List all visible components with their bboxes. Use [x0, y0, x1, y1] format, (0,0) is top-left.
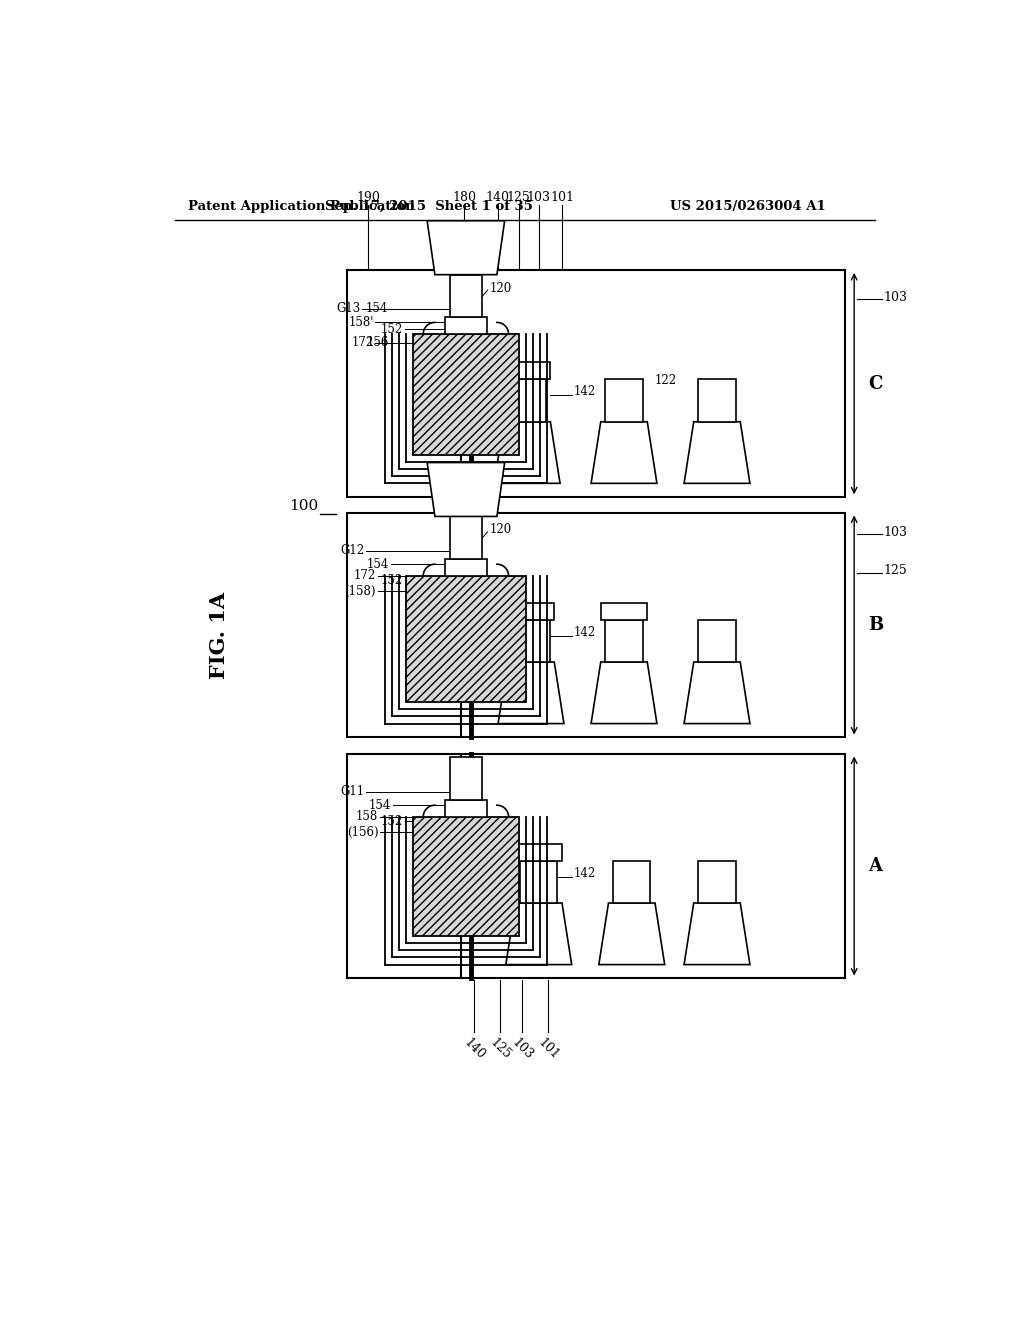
Text: 142: 142 — [573, 867, 596, 880]
Text: Sep. 17, 2015  Sheet 1 of 35: Sep. 17, 2015 Sheet 1 of 35 — [325, 199, 532, 213]
Text: 101: 101 — [535, 1035, 561, 1061]
Bar — [601, 603, 647, 619]
Bar — [444, 558, 487, 576]
Bar — [515, 843, 562, 861]
Text: (156): (156) — [347, 826, 378, 838]
Text: 100: 100 — [290, 499, 318, 512]
Text: G13: G13 — [336, 302, 360, 315]
Bar — [444, 800, 487, 817]
Bar — [509, 379, 546, 422]
Text: 152: 152 — [381, 322, 403, 335]
Text: C: C — [868, 375, 883, 392]
Text: 103: 103 — [509, 1035, 536, 1061]
Polygon shape — [427, 220, 505, 275]
Text: 190: 190 — [356, 191, 380, 203]
Polygon shape — [684, 663, 750, 723]
Bar — [698, 861, 735, 903]
Text: US 2015/0263004 A1: US 2015/0263004 A1 — [671, 199, 826, 213]
Bar — [347, 271, 845, 498]
Bar — [520, 861, 557, 903]
Text: 172: 172 — [351, 337, 374, 350]
Text: B: B — [868, 616, 884, 634]
Text: 154: 154 — [366, 302, 388, 315]
Bar — [605, 379, 643, 422]
Text: 156: 156 — [367, 337, 389, 350]
Bar — [414, 334, 518, 455]
Bar — [450, 758, 482, 800]
Bar — [347, 754, 845, 978]
Text: 140: 140 — [462, 1035, 487, 1061]
Text: 172: 172 — [353, 569, 376, 582]
Text: 125: 125 — [884, 564, 907, 577]
Text: (158): (158) — [344, 585, 376, 598]
Text: 103: 103 — [526, 191, 551, 203]
Text: 125: 125 — [487, 1035, 513, 1061]
Polygon shape — [427, 462, 505, 516]
Bar — [414, 817, 518, 936]
Text: 103: 103 — [884, 290, 907, 304]
Text: 140: 140 — [485, 191, 510, 203]
Bar — [504, 363, 550, 379]
Text: 158': 158' — [348, 315, 374, 329]
Text: 120: 120 — [489, 281, 511, 294]
Polygon shape — [498, 663, 564, 723]
Bar — [508, 603, 554, 619]
Text: 180: 180 — [453, 191, 476, 203]
Text: 154: 154 — [369, 799, 391, 812]
Bar — [347, 512, 845, 738]
Bar — [613, 861, 650, 903]
Polygon shape — [684, 422, 750, 483]
Bar — [450, 275, 482, 317]
Text: 122: 122 — [655, 374, 677, 387]
Text: 125: 125 — [507, 191, 530, 203]
Text: 142: 142 — [573, 626, 596, 639]
Polygon shape — [591, 422, 657, 483]
Text: 152: 152 — [381, 814, 403, 828]
Text: FIG. 1A: FIG. 1A — [210, 593, 229, 680]
Text: 120: 120 — [481, 830, 504, 843]
Text: 158: 158 — [356, 810, 378, 824]
Bar — [605, 619, 643, 663]
Text: G12: G12 — [340, 544, 365, 557]
Bar — [407, 576, 525, 702]
Text: A: A — [868, 857, 882, 875]
Polygon shape — [495, 422, 560, 483]
Text: 142: 142 — [573, 385, 596, 399]
Bar — [512, 619, 550, 663]
Bar — [698, 379, 735, 422]
Text: 101: 101 — [550, 191, 574, 203]
Text: 120: 120 — [489, 524, 511, 536]
Text: 152: 152 — [381, 574, 403, 586]
Text: G11: G11 — [340, 785, 365, 799]
Bar — [444, 317, 487, 334]
Text: 154: 154 — [367, 558, 389, 570]
Polygon shape — [591, 663, 657, 723]
Text: Patent Application Publication: Patent Application Publication — [188, 199, 415, 213]
Polygon shape — [506, 903, 571, 965]
Polygon shape — [599, 903, 665, 965]
Bar — [698, 619, 735, 663]
Bar — [450, 516, 482, 558]
Polygon shape — [684, 903, 750, 965]
Text: 103: 103 — [884, 525, 907, 539]
